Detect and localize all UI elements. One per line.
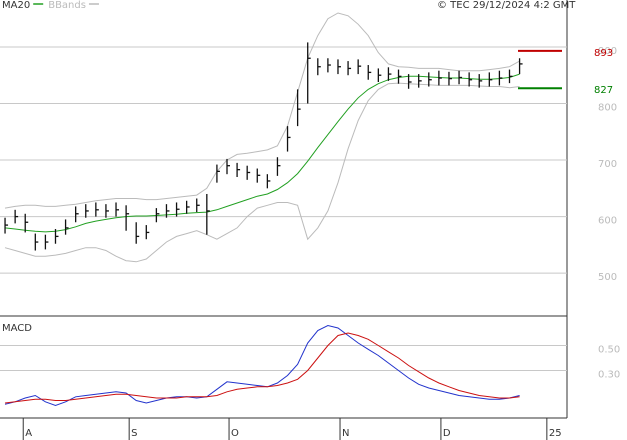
legend-label: MA20 bbox=[2, 0, 30, 11]
y-tick-label: 0.50 bbox=[598, 345, 620, 356]
series-line bbox=[4, 12, 520, 209]
x-tick-label: 25 bbox=[549, 428, 562, 439]
y-tick-label: 0.30 bbox=[598, 370, 620, 381]
y-tick-label: 800 bbox=[598, 102, 617, 113]
series-line bbox=[4, 324, 520, 407]
credit: © TEC 29/12/2024 4:2 GMT bbox=[437, 0, 576, 11]
panel-title: MACD bbox=[2, 323, 32, 334]
level-label: 827 bbox=[594, 85, 613, 96]
level-label: 893 bbox=[594, 48, 613, 59]
y-tick-label: 700 bbox=[598, 159, 617, 170]
x-tick-label: A bbox=[25, 428, 32, 439]
y-tick-label: 900 bbox=[598, 46, 617, 57]
y-tick-label: 600 bbox=[598, 216, 617, 227]
x-tick-label: O bbox=[231, 428, 239, 439]
y-tick-label: 500 bbox=[598, 272, 617, 283]
series-line bbox=[4, 82, 520, 263]
x-tick-label: N bbox=[342, 428, 349, 439]
series-line bbox=[4, 73, 520, 233]
x-tick-label: D bbox=[443, 428, 451, 439]
series-line bbox=[4, 332, 520, 404]
legend-label: BBands bbox=[48, 0, 86, 11]
x-tick-label: S bbox=[131, 428, 137, 439]
